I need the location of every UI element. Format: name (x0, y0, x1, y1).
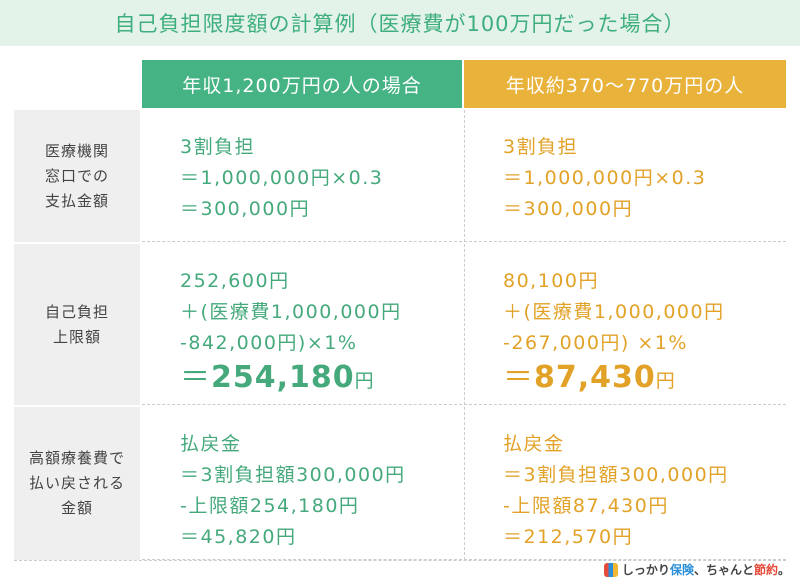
cell-line: ＝3割負担額300,000円 (180, 464, 406, 486)
brand-part: 節約 (753, 563, 778, 577)
row-label-line: 払い戻される (28, 474, 125, 492)
column-header: 年収1,200万円の人の場合 (142, 60, 462, 108)
cell-line: 80,100円 (503, 270, 599, 292)
row-label: 医療機関窓口での支払金額 (14, 110, 140, 242)
brand-part: 。 (777, 563, 790, 577)
column-header: 年収約370〜770万円の人 (464, 60, 786, 108)
cell-line: 3割負担 (503, 136, 579, 158)
cell: 80,100円 ＋(医療費1,000,000円 -267,000円) ×1% ＝87,… (464, 244, 786, 405)
cell-line: 3割負担 (180, 136, 256, 158)
cell: 払戻金 ＝3割負担額300,000円 -上限額254,180円 ＝45,820円 (142, 407, 462, 560)
cell-line: ＝45,820円 (180, 526, 297, 548)
row-label-line: 自己負担 (44, 302, 109, 321)
cell-line: ＋(医療費1,000,000円 (180, 301, 402, 323)
cell-line: -上限額87,430円 (503, 495, 669, 517)
brand-part: 保険 (669, 563, 694, 577)
cell-line: ＋(医療費1,000,000円 (503, 301, 725, 323)
amount: 87,430 (534, 360, 656, 395)
title: 自己負担限度額の計算例（医療費が100万円だった場合） (0, 0, 800, 46)
brand-icon (603, 562, 618, 577)
cell-line: ＝1,000,000円×0.3 (180, 167, 384, 189)
row-label: 自己負担 上限額 (14, 244, 140, 405)
cell-line: 252,600円 (180, 270, 290, 292)
row-label-line: 高額療養費で (28, 449, 125, 467)
cell-line: ＝300,000円 (180, 198, 311, 220)
row-label-line: 金額 (60, 499, 93, 517)
row-label-line: 医療機関 (44, 141, 109, 160)
row-label: 高額療養費で 払い戻される 金額 (14, 407, 140, 560)
unit: 円 (354, 370, 376, 392)
cell: 払戻金 ＝3割負担額300,000円 -上限額87,430円 ＝212,570円 (464, 407, 786, 560)
cell-line: 払戻金 (503, 433, 565, 455)
amount: 254,180 (211, 360, 355, 395)
prefix: ＝ (180, 360, 211, 395)
brand-part: 、ちゃんと (693, 563, 754, 577)
cell: 252,600円 ＋(医療費1,000,000円 -842,000円)×1% ＝254… (142, 244, 462, 405)
cell-line: ＝3割負担額300,000円 (503, 464, 729, 486)
unit: 円 (655, 370, 677, 392)
row-label-line: 上限額 (52, 327, 101, 346)
cell-line: -842,000円)×1% (180, 332, 358, 354)
row-label-line: 支払金額 (44, 191, 109, 210)
cell: 3割負担 ＝1,000,000円×0.3 ＝300,000円 (142, 110, 462, 242)
cell-line: -上限額254,180円 (180, 495, 360, 517)
brand-text: しっかり保険、ちゃんと節約。 (622, 561, 790, 578)
cell-line: ＝212,570円 (503, 526, 634, 548)
prefix: ＝ (503, 360, 534, 395)
cell-line: ＝254,180円 (180, 359, 462, 400)
cell: 3割負担 ＝1,000,000円×0.3 ＝300,000円 (464, 110, 786, 242)
cell-line: ＝300,000円 (503, 198, 634, 220)
cell-line: 払戻金 (180, 433, 242, 455)
row-label-line: 窓口での (44, 166, 109, 185)
cell-line: ＝1,000,000円×0.3 (503, 167, 707, 189)
cell-line: -267,000円) ×1% (503, 332, 688, 354)
cell-line: ＝87,430円 (503, 359, 786, 400)
brand-part: しっかり (621, 563, 670, 577)
table-border (14, 560, 786, 561)
brand: しっかり保険、ちゃんと節約。 (603, 561, 790, 578)
